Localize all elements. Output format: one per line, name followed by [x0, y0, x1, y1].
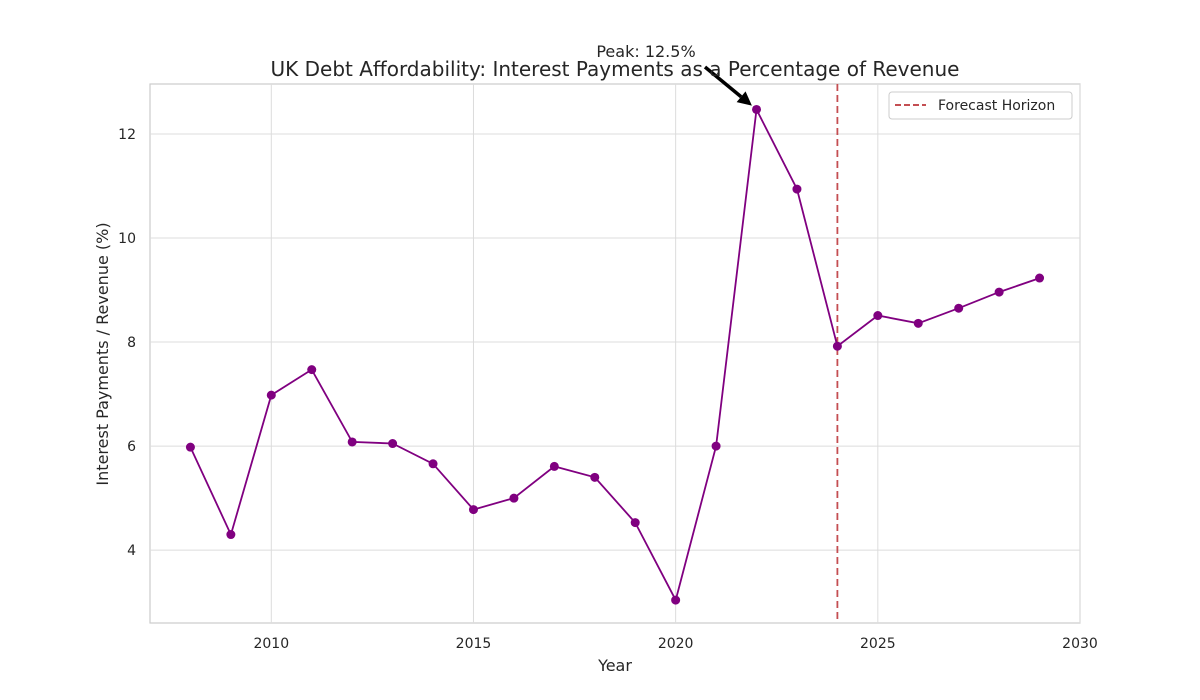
y-tick-label: 6: [127, 439, 136, 455]
data-point: [711, 441, 721, 451]
data-point: [509, 493, 519, 503]
x-tick-label: 2030: [1062, 636, 1098, 652]
data-point: [185, 442, 195, 452]
legend-label: Forecast Horizon: [938, 98, 1055, 114]
peak-annotation: Peak: 12.5%: [596, 42, 695, 61]
data-point: [266, 390, 276, 400]
data-point: [994, 287, 1004, 297]
x-tick-labels: 2010 2015 2020 2025 2030: [253, 636, 1097, 652]
data-point: [468, 505, 478, 515]
peak-annotation-arrowhead: [736, 91, 752, 106]
data-point: [792, 184, 802, 194]
x-axis-label: Year: [597, 656, 632, 675]
data-point: [388, 439, 398, 449]
x-tick-label: 2025: [860, 636, 896, 652]
plot-area: [149, 83, 1081, 624]
y-tick-labels: 4 6 8 10 12: [118, 127, 136, 559]
y-tick-label: 8: [127, 335, 136, 351]
data-point: [347, 437, 357, 447]
data-point: [549, 461, 559, 471]
data-point: [873, 311, 883, 321]
series-line: [189, 106, 1040, 603]
peak-annotation-arrow: [703, 65, 743, 99]
legend: Forecast Horizon: [888, 91, 1073, 120]
grid: [150, 84, 1081, 623]
y-tick-label: 4: [127, 543, 136, 559]
data-point: [913, 318, 923, 328]
legend-box: [888, 91, 1073, 120]
data-point: [832, 341, 842, 351]
data-point: [1035, 273, 1045, 283]
y-tick-label: 10: [118, 231, 136, 247]
x-tick-label: 2010: [253, 636, 289, 652]
data-point: [752, 104, 762, 114]
x-tick-label: 2020: [658, 636, 694, 652]
series-points: [185, 104, 1045, 605]
data-point: [307, 365, 317, 375]
data-point: [630, 518, 640, 528]
x-tick-label: 2015: [456, 636, 492, 652]
chart-title: UK Debt Affordability: Interest Payments…: [271, 57, 960, 81]
data-point: [428, 459, 438, 469]
data-point: [671, 595, 681, 605]
data-point: [590, 472, 600, 482]
y-axis-label: Interest Payments / Revenue (%): [93, 222, 112, 485]
data-point: [226, 530, 236, 540]
data-point: [954, 303, 964, 313]
y-tick-label: 12: [118, 127, 136, 143]
